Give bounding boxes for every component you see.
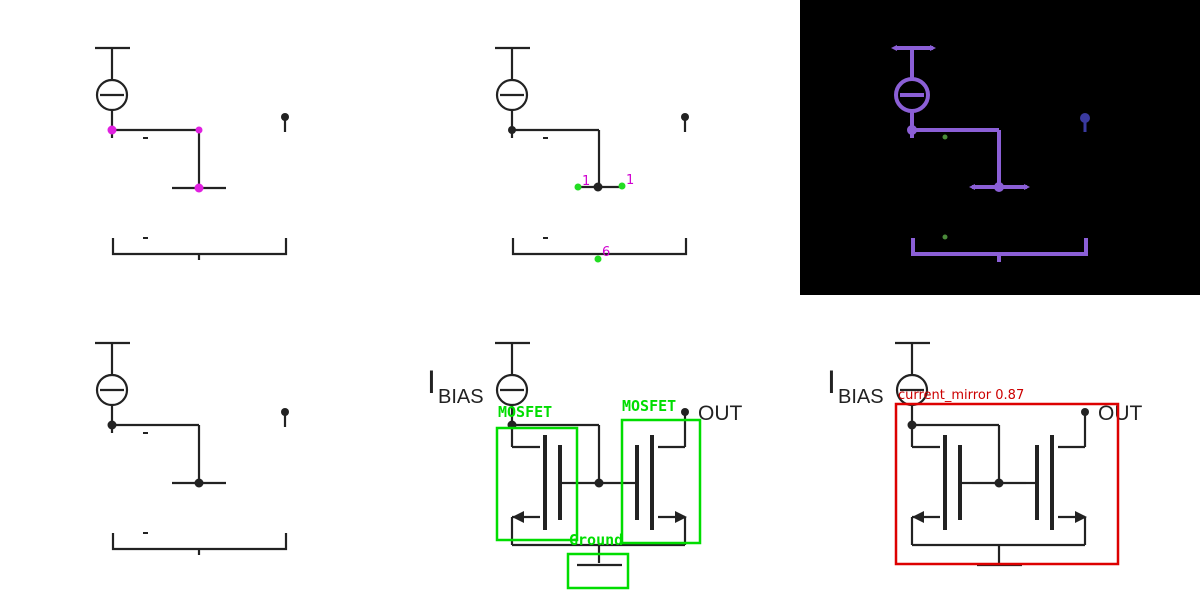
node-dot-icon [618, 182, 626, 190]
out-label: OUT [1098, 402, 1143, 425]
magenta-junction-nodes [107, 125, 204, 193]
node-dot-icon [281, 408, 289, 416]
node-dot-icon [574, 183, 582, 191]
detection-box-mosfet-left [495, 426, 579, 542]
panel-segmentation-mask [800, 0, 1200, 295]
node-dot-icon [593, 182, 603, 192]
detection-label: current_mirror 0.87 [898, 388, 1024, 403]
node-dot-icon [994, 478, 1004, 488]
node-dot-icon [195, 126, 203, 134]
wire-plain-diagram [95, 341, 289, 555]
mosfet-icon [912, 435, 972, 530]
node-dot-icon [594, 478, 604, 488]
net-label: 1 [626, 173, 634, 188]
detection-box-current-mirror [894, 402, 1120, 566]
ibias-label: I [827, 364, 836, 400]
detection-box-mosfet-right [620, 418, 702, 545]
detection-box-ground [566, 552, 630, 590]
out-label: OUT [698, 402, 743, 425]
node-dot-icon [194, 478, 204, 488]
panel-net-points: 1 1 6 [400, 0, 800, 295]
node-dot-icon [594, 255, 602, 263]
node-dot-icon [1081, 408, 1089, 416]
component-detection-diagram: I BIAS OUT [427, 341, 743, 590]
ibias-subscript: BIAS [838, 386, 884, 408]
panel-component-detections: I BIAS OUT [400, 295, 800, 590]
segmentation-mask-diagram [891, 45, 1090, 262]
node-dot-icon [681, 113, 689, 121]
mosfet-icon [512, 435, 572, 530]
panel-subcircuit-detection: I BIAS OUT [800, 295, 1200, 590]
net-label: 6 [602, 245, 610, 260]
net-points-diagram: 1 1 6 [495, 46, 689, 263]
net-label: 1 [582, 174, 590, 189]
node-dot-icon [107, 420, 117, 430]
node-dot-icon [1080, 113, 1090, 123]
node-dot-icon [107, 125, 117, 135]
green-net-points [574, 182, 626, 263]
node-dot-icon [681, 408, 689, 416]
node-dot-icon [907, 125, 917, 135]
node-dot-icon [508, 126, 516, 134]
node-dot-icon [994, 182, 1004, 192]
mosfet-icon [1026, 435, 1087, 530]
detection-label: MOSFET [622, 397, 676, 415]
wire-skeleton-diagram [95, 46, 289, 260]
subcircuit-detection-diagram: I BIAS OUT [827, 341, 1143, 567]
ibias-subscript: BIAS [438, 386, 484, 408]
node-dot-icon [281, 113, 289, 121]
detection-label: Ground [569, 531, 623, 549]
detection-label: MOSFET [498, 403, 552, 421]
node-dot-icon [907, 420, 917, 430]
ibias-label: I [427, 364, 436, 400]
node-dot-icon [194, 183, 204, 193]
panel-wire-plain [0, 295, 400, 590]
panel-wire-skeleton [0, 0, 400, 295]
mosfet-icon [626, 435, 687, 530]
